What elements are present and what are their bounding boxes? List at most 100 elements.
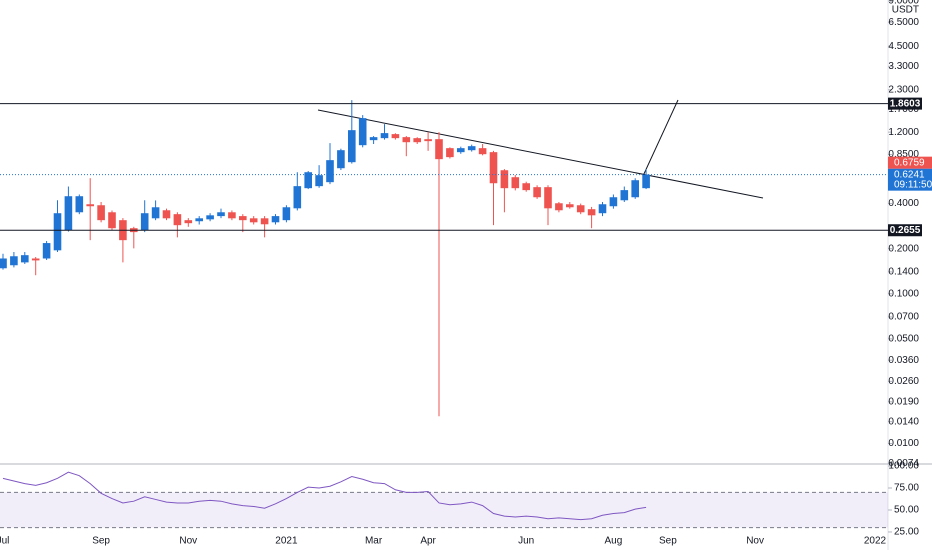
marker-price-label: 0.6759	[894, 157, 925, 168]
candle-body	[413, 138, 421, 143]
y-tick-label: 0.0190	[888, 396, 919, 407]
candle-body	[260, 218, 269, 225]
y-tick-label: 0.0074	[888, 458, 919, 469]
candle-body	[369, 137, 378, 141]
candle-body	[239, 216, 247, 221]
y-tick-label: 0.8500	[888, 149, 919, 160]
x-tick-label: Apr	[420, 536, 436, 547]
candle-body	[64, 196, 73, 231]
x-tick-label: Mar	[365, 536, 383, 547]
x-tick-label: Sep	[659, 536, 677, 547]
level-label: 0.2655	[890, 225, 921, 236]
x-tick-label: Aug	[605, 536, 623, 547]
y-tick-label: 75.00	[894, 483, 919, 494]
candle-body	[282, 207, 291, 221]
x-tick-label: 2022	[864, 536, 887, 547]
candle-body	[598, 204, 607, 214]
candle-body	[457, 148, 465, 153]
candle-body	[53, 213, 62, 251]
candle-body	[217, 212, 225, 217]
candle-body	[206, 215, 214, 220]
candle-body	[151, 207, 160, 219]
candle-body	[348, 130, 356, 163]
candle-body	[555, 203, 563, 211]
x-tick-label: Jun	[518, 536, 534, 547]
candle-body	[391, 134, 400, 139]
last-price-label: 0.6241	[894, 169, 925, 180]
candle-body	[631, 180, 639, 198]
x-tick-label: Nov	[746, 536, 764, 547]
y-tick-label: 0.1400	[888, 267, 919, 278]
candle-body	[358, 118, 367, 146]
candle-body	[380, 133, 389, 139]
trend-line	[642, 99, 679, 177]
y-tick-label: 0.0140	[888, 416, 919, 427]
candle-body	[31, 258, 40, 261]
candle-body	[489, 152, 498, 184]
candle-body	[467, 146, 476, 151]
candle-body	[500, 170, 509, 189]
y-tick-label: 25.00	[894, 527, 919, 538]
candle-body	[21, 255, 29, 263]
y-tick-label: 0.1000	[888, 288, 919, 299]
candle-body	[544, 187, 552, 209]
candle-body	[533, 187, 541, 198]
candle-body	[162, 210, 171, 219]
rsi-band	[0, 492, 888, 528]
marker-price-tag	[888, 156, 932, 169]
candle-body	[184, 220, 193, 224]
level-tag	[888, 97, 922, 110]
candle-body	[228, 212, 236, 219]
candle-body	[293, 186, 302, 209]
y-tick-label: 0.0700	[888, 312, 919, 323]
candle-body	[326, 160, 334, 183]
countdown-label: 09:11:50	[894, 179, 932, 190]
y-tick-label: 100.00	[888, 461, 919, 472]
candle-body	[97, 205, 105, 221]
candle-body	[511, 177, 520, 189]
y-tick-label: 0.0360	[888, 355, 919, 366]
candle-body	[75, 196, 84, 213]
candle-body	[195, 218, 203, 222]
y-tick-label: 3.3000	[888, 61, 919, 72]
candle-body	[587, 209, 596, 216]
candle-body	[304, 172, 312, 189]
candle-body	[86, 204, 94, 207]
candle-body	[620, 190, 629, 201]
candle-body	[140, 213, 149, 231]
candle-body	[609, 197, 618, 207]
candle-body	[337, 150, 345, 169]
y-tick-label: 1.2000	[888, 127, 919, 138]
level-tag	[888, 224, 922, 237]
candle-body	[446, 148, 454, 158]
candle-body	[642, 174, 650, 189]
candle-body	[435, 139, 443, 160]
y-tick-label: 50.00	[894, 505, 919, 516]
trend-line	[317, 109, 764, 199]
y-tick-label: 6.5000	[888, 17, 919, 28]
candle-body	[42, 243, 51, 259]
y-tick-label: 0.0100	[888, 438, 919, 449]
candle-body	[478, 148, 487, 155]
candle-body	[315, 175, 323, 187]
candle-body	[576, 205, 585, 213]
candle-body	[108, 212, 116, 229]
candle-body	[402, 137, 411, 143]
y-tick-label: 2.3000	[888, 84, 919, 95]
x-tick-label: Sep	[92, 536, 110, 547]
candle-body	[271, 216, 280, 223]
x-tick-label: Jul	[0, 536, 9, 547]
y-tick-label: 1.7000	[888, 104, 919, 115]
level-label: 1.8603	[890, 98, 921, 109]
candle-body	[173, 214, 182, 226]
candle-body	[424, 139, 432, 142]
y-tick-label: 0.0260	[888, 376, 919, 387]
candle-body	[0, 258, 7, 269]
candle-body	[10, 256, 18, 266]
y-tick-label: 0.4000	[888, 198, 919, 209]
currency-label: USDT	[892, 5, 919, 16]
rsi-line	[2, 471, 647, 521]
x-tick-label: Nov	[179, 536, 197, 547]
candle-body	[522, 183, 530, 191]
